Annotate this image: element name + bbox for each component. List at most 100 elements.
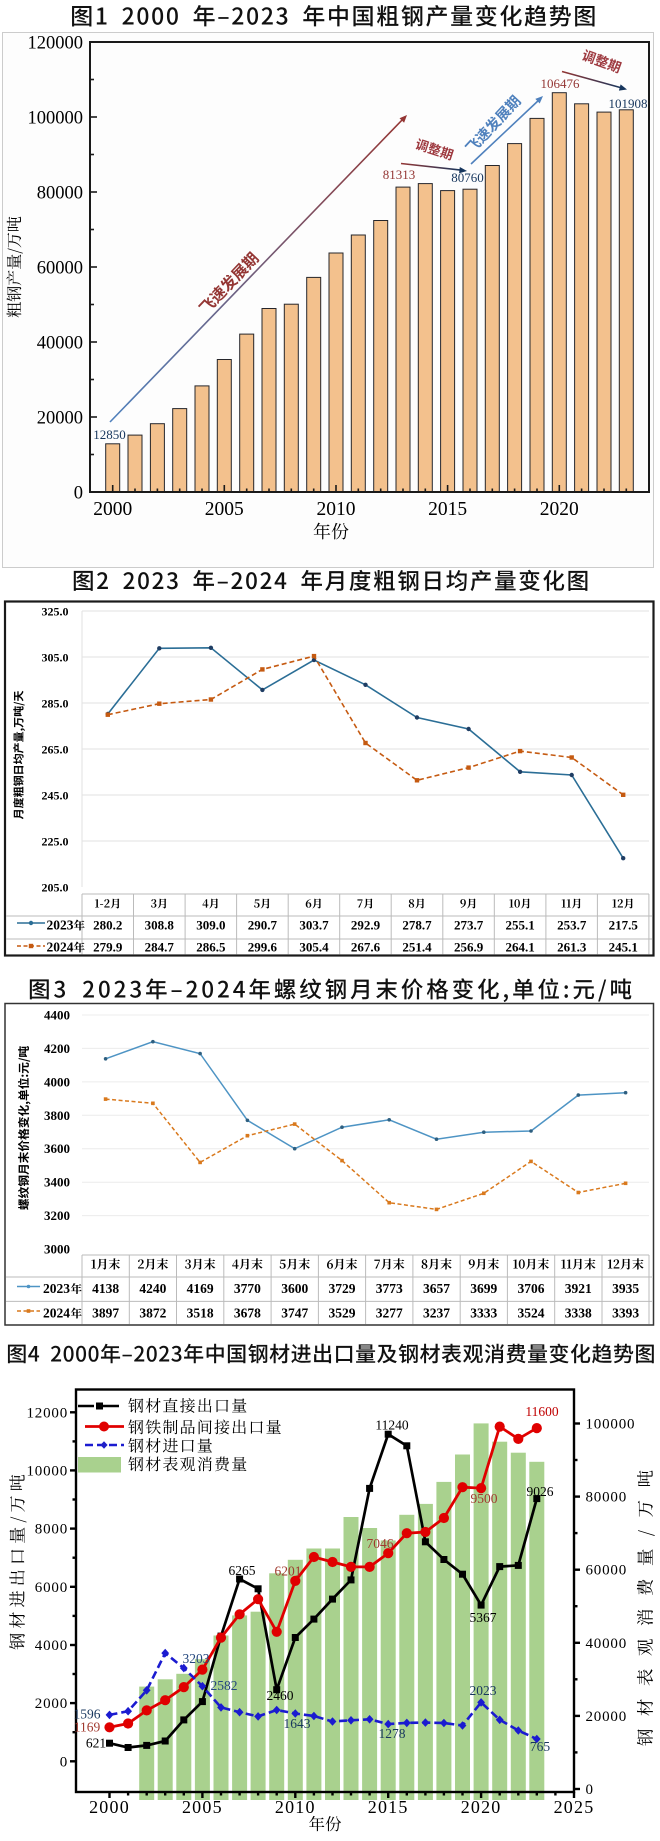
svg-text:3921: 3921 — [565, 1281, 592, 1296]
svg-text:264.1: 264.1 — [505, 940, 534, 955]
svg-text:3237: 3237 — [423, 1306, 450, 1321]
svg-text:3800: 3800 — [44, 1108, 70, 1123]
svg-text:5367: 5367 — [470, 1610, 497, 1625]
svg-text:2023: 2023 — [470, 1683, 497, 1698]
svg-text:80760: 80760 — [451, 170, 484, 185]
svg-text:280.2: 280.2 — [93, 918, 122, 933]
svg-text:4138: 4138 — [92, 1281, 119, 1296]
svg-text:2015: 2015 — [428, 499, 467, 520]
svg-text:217.5: 217.5 — [609, 918, 639, 933]
svg-text:305.4: 305.4 — [299, 940, 329, 955]
svg-text:2000: 2000 — [93, 499, 132, 520]
svg-text:3935: 3935 — [612, 1281, 639, 1296]
svg-text:20000: 20000 — [37, 409, 83, 429]
svg-text:3277: 3277 — [376, 1306, 403, 1321]
svg-text:40000: 40000 — [586, 1636, 628, 1652]
svg-text:3699: 3699 — [470, 1281, 497, 1296]
svg-text:2005: 2005 — [205, 499, 244, 520]
svg-text:3897: 3897 — [92, 1306, 119, 1321]
svg-text:2020: 2020 — [461, 1797, 502, 1817]
svg-text:253.7: 253.7 — [557, 918, 587, 933]
svg-text:11240: 11240 — [375, 1418, 408, 1433]
svg-text:8000: 8000 — [35, 1522, 68, 1538]
svg-text:256.9: 256.9 — [454, 940, 484, 955]
svg-text:6000: 6000 — [35, 1580, 68, 1596]
svg-text:9026: 9026 — [527, 1484, 554, 1499]
svg-text:3400: 3400 — [44, 1175, 70, 1190]
svg-text:3529: 3529 — [329, 1306, 356, 1321]
svg-text:60000: 60000 — [586, 1563, 628, 1579]
svg-text:765: 765 — [530, 1739, 551, 1754]
svg-text:80000: 80000 — [37, 184, 83, 204]
svg-text:273.7: 273.7 — [454, 918, 484, 933]
svg-text:2024: 2024 — [43, 1306, 70, 1321]
svg-text:286.5: 286.5 — [196, 940, 226, 955]
svg-text:261.3: 261.3 — [557, 940, 587, 955]
svg-text:225.0: 225.0 — [42, 835, 69, 849]
svg-text:120000: 120000 — [28, 34, 84, 54]
svg-text:4400: 4400 — [44, 1008, 70, 1023]
svg-text:2010: 2010 — [275, 1797, 316, 1817]
svg-text:7046: 7046 — [367, 1536, 394, 1551]
svg-text:2000: 2000 — [35, 1696, 68, 1712]
svg-text:2582: 2582 — [211, 1678, 238, 1693]
svg-text:309.0: 309.0 — [196, 918, 225, 933]
svg-text:10000: 10000 — [27, 1463, 69, 1479]
svg-text:205.0: 205.0 — [42, 881, 69, 895]
svg-text:245.0: 245.0 — [42, 789, 69, 803]
svg-text:1169: 1169 — [74, 1720, 101, 1735]
svg-text:0: 0 — [60, 1754, 68, 1770]
svg-text:3678: 3678 — [234, 1306, 261, 1321]
svg-text:80000: 80000 — [586, 1490, 628, 1506]
svg-text:3518: 3518 — [187, 1306, 214, 1321]
svg-text:9500: 9500 — [471, 1491, 498, 1506]
svg-text:279.9: 279.9 — [93, 940, 123, 955]
svg-text:101908: 101908 — [609, 96, 648, 111]
svg-text:2023: 2023 — [43, 1281, 70, 1296]
svg-text:3338: 3338 — [565, 1306, 592, 1321]
svg-text:267.6: 267.6 — [351, 940, 381, 955]
svg-text:308.8: 308.8 — [145, 918, 175, 933]
svg-text:4240: 4240 — [139, 1281, 166, 1296]
svg-text:3872: 3872 — [139, 1306, 166, 1321]
svg-text:3600: 3600 — [281, 1281, 308, 1296]
svg-text:100000: 100000 — [28, 109, 84, 129]
svg-text:285.0: 285.0 — [42, 697, 69, 711]
svg-text:290.7: 290.7 — [248, 918, 278, 933]
svg-text:0: 0 — [74, 484, 83, 504]
svg-text:3393: 3393 — [612, 1306, 639, 1321]
svg-text:3706: 3706 — [518, 1281, 545, 1296]
svg-text:303.7: 303.7 — [299, 918, 329, 933]
svg-text:265.0: 265.0 — [42, 743, 69, 757]
svg-text:255.1: 255.1 — [505, 918, 534, 933]
svg-text:4169: 4169 — [187, 1281, 214, 1296]
svg-text:2015: 2015 — [368, 1797, 409, 1817]
svg-text:3000: 3000 — [44, 1242, 70, 1257]
svg-text:12850: 12850 — [93, 427, 126, 442]
svg-text:4000: 4000 — [44, 1074, 70, 1089]
svg-text:12000: 12000 — [27, 1405, 69, 1421]
svg-text:2460: 2460 — [267, 1688, 294, 1703]
svg-text:3200: 3200 — [44, 1208, 70, 1223]
svg-text:278.7: 278.7 — [402, 918, 432, 933]
svg-text:3657: 3657 — [423, 1281, 450, 1296]
svg-text:305.0: 305.0 — [42, 651, 69, 665]
svg-text:2005: 2005 — [182, 1797, 223, 1817]
svg-text:2023: 2023 — [47, 918, 74, 933]
svg-text:3773: 3773 — [376, 1281, 403, 1296]
svg-text:1596: 1596 — [74, 1707, 101, 1722]
svg-text:106476: 106476 — [541, 76, 581, 91]
svg-text:1643: 1643 — [284, 1716, 311, 1731]
svg-text:2000: 2000 — [89, 1797, 130, 1817]
svg-text:2024: 2024 — [47, 940, 74, 955]
svg-text:60000: 60000 — [37, 259, 83, 279]
svg-text:2010: 2010 — [317, 499, 356, 520]
svg-text:20000: 20000 — [586, 1709, 628, 1725]
svg-text:3747: 3747 — [281, 1306, 308, 1321]
svg-text:3600: 3600 — [44, 1141, 70, 1156]
svg-text:3524: 3524 — [518, 1306, 545, 1321]
svg-text:3333: 3333 — [470, 1306, 497, 1321]
svg-text:6265: 6265 — [229, 1563, 256, 1578]
svg-text:100000: 100000 — [586, 1417, 636, 1433]
svg-text:292.9: 292.9 — [351, 918, 381, 933]
